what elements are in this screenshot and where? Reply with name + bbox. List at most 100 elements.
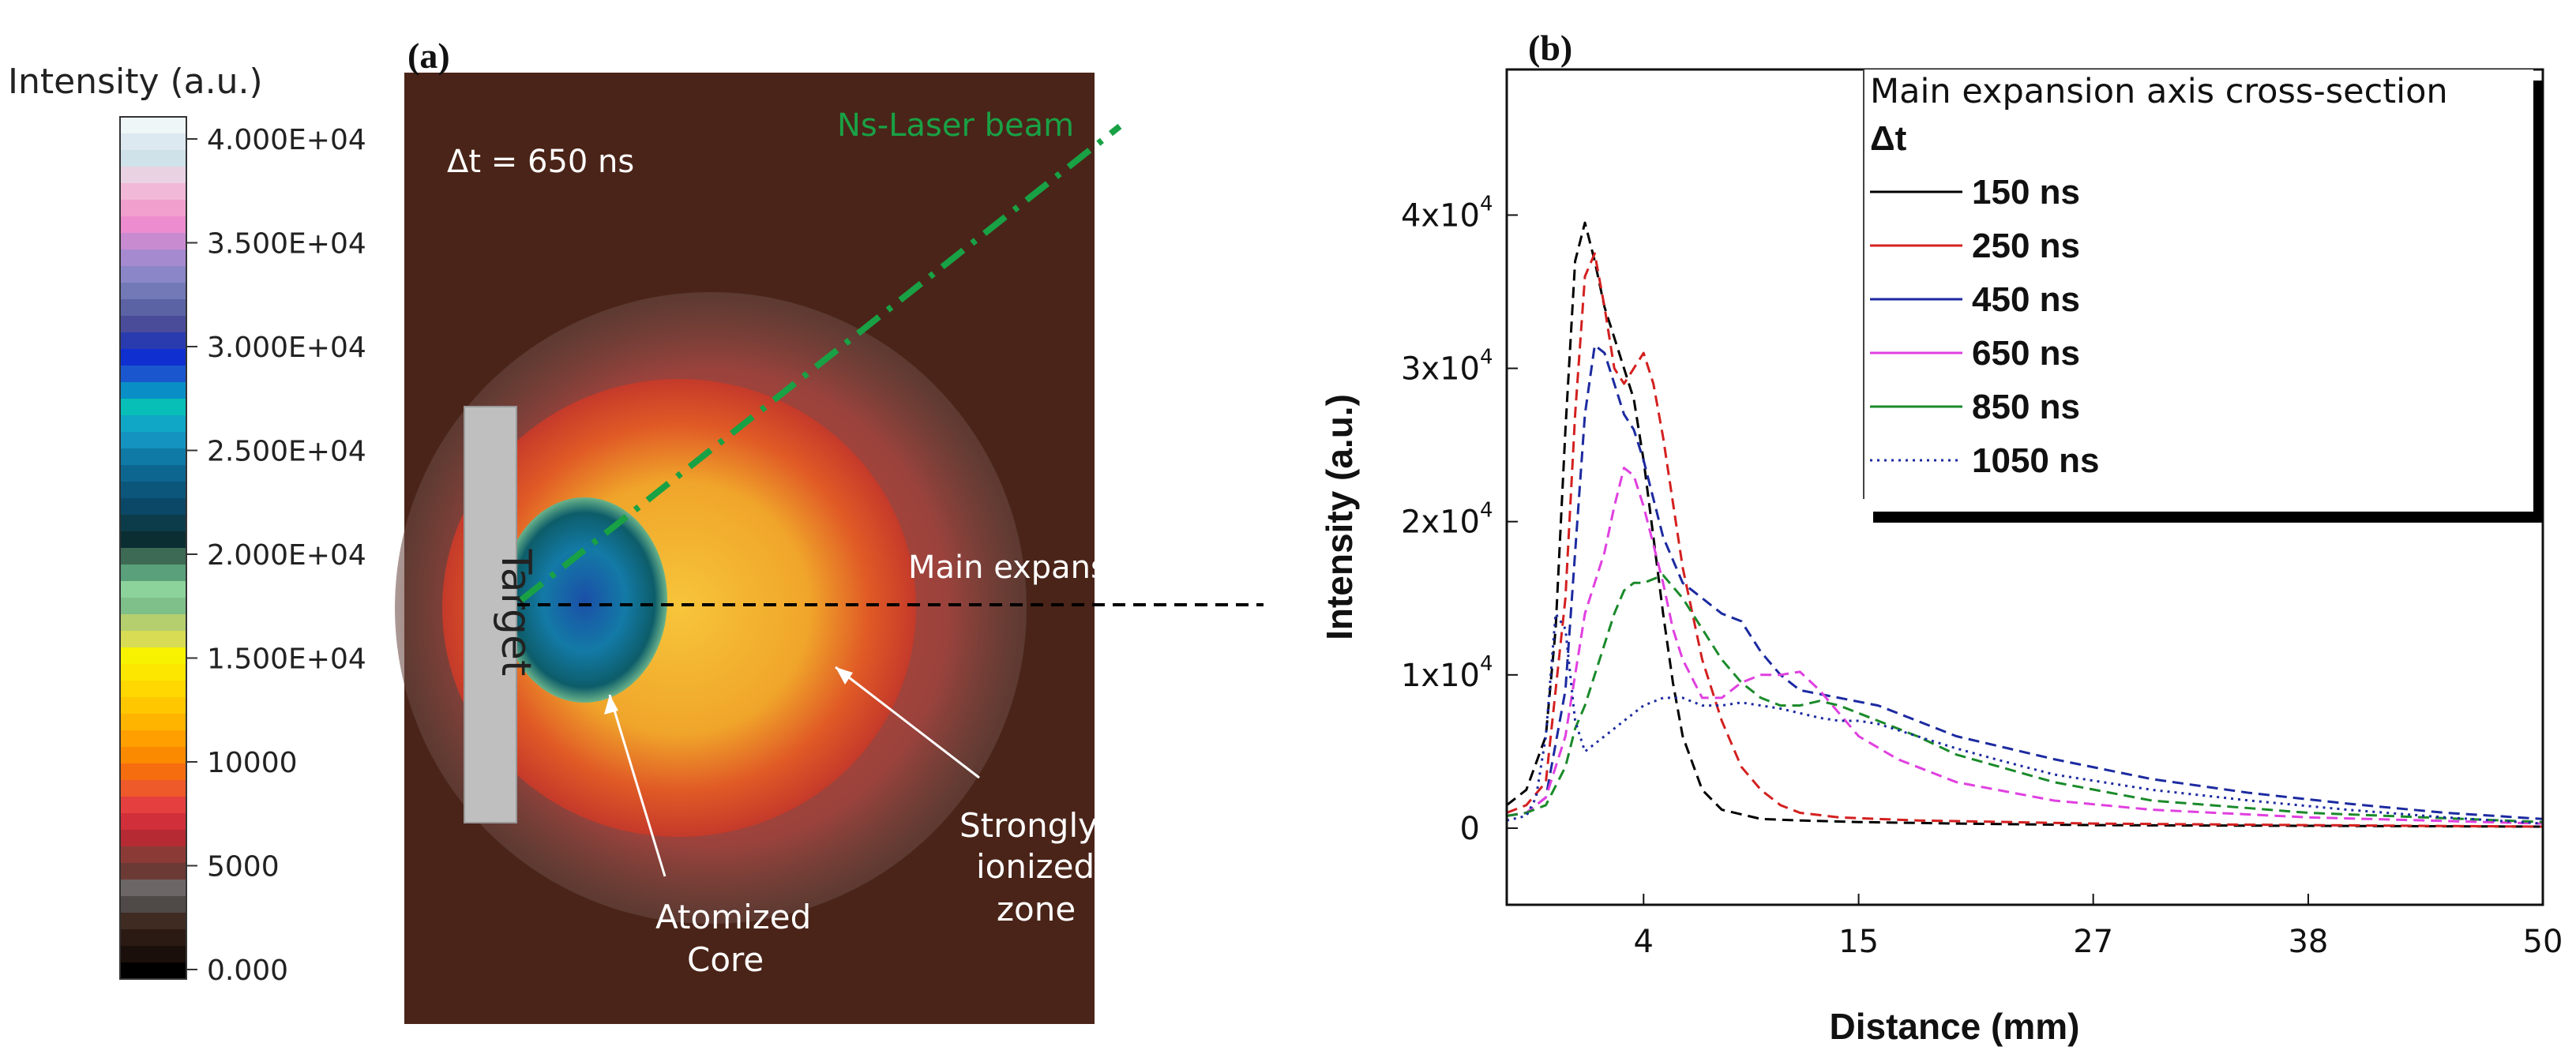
colorbar-swatch bbox=[120, 498, 186, 516]
legend-title: Main expansion axis cross-section bbox=[1870, 72, 2448, 111]
colorbar-swatch bbox=[120, 846, 186, 864]
colorbar-swatch bbox=[120, 962, 186, 980]
colorbar-swatch bbox=[120, 465, 186, 482]
series-line-850-ns bbox=[1506, 574, 2544, 823]
colorbar-swatch bbox=[120, 714, 186, 731]
colorbar-tick-label: 10000 bbox=[207, 747, 298, 779]
target-plate bbox=[464, 406, 517, 823]
legend-item-label: 150 ns bbox=[1972, 173, 2080, 212]
colorbar-swatch bbox=[120, 681, 186, 698]
colorbar-swatch bbox=[120, 730, 186, 748]
y-tick-label: 2x10 bbox=[1401, 504, 1480, 541]
colorbar-swatch bbox=[120, 366, 186, 383]
colorbar-swatch bbox=[120, 332, 186, 350]
zone-label-line1: Strongly bbox=[959, 806, 1098, 845]
colorbar-swatch bbox=[120, 448, 186, 466]
colorbar-swatch bbox=[120, 830, 186, 847]
ionized-zone bbox=[442, 379, 916, 837]
colorbar-swatch bbox=[120, 299, 186, 317]
series-line-650-ns bbox=[1506, 467, 2544, 825]
colorbar-swatch bbox=[120, 598, 186, 615]
x-axis-label: Distance (mm) bbox=[1830, 1006, 2080, 1047]
legend-item-label: 1050 ns bbox=[1972, 441, 2099, 480]
core-pointer-head bbox=[604, 695, 618, 715]
colorbar-swatch bbox=[120, 117, 186, 134]
colorbar-swatch bbox=[120, 266, 186, 283]
y-tick-exponent: 4 bbox=[1480, 346, 1493, 369]
colorbar-swatch bbox=[120, 747, 186, 764]
colorbar-ticks: 4.000E+04 3.500E+04 3.000E+04 2.500E+04 2.00… bbox=[186, 124, 366, 987]
x-tick-label: 15 bbox=[1838, 924, 1879, 960]
panel-b-chart: (b) Intensity (a.u.) Distance (mm) 0 1x10… bbox=[1319, 28, 2563, 1047]
series-line-250-ns bbox=[1506, 252, 2544, 828]
zone-pointer-head bbox=[836, 667, 853, 685]
expansion-axis-label: Main expansion axis bbox=[908, 550, 1229, 586]
colorbar-swatch bbox=[120, 531, 186, 549]
x-tick-label: 4 bbox=[1634, 924, 1654, 960]
core-label-line1: Atomized bbox=[655, 898, 811, 936]
colorbar-swatch bbox=[120, 399, 186, 416]
colorbar-swatch bbox=[120, 863, 186, 880]
colorbar-swatch bbox=[120, 880, 186, 897]
legend: Main expansion axis cross-section Δt 150… bbox=[1863, 69, 2543, 523]
colorbar-swatch bbox=[120, 316, 186, 333]
legend-item-label: 450 ns bbox=[1972, 280, 2080, 319]
colorbar-swatch bbox=[120, 183, 186, 201]
colorbar-swatch bbox=[120, 896, 186, 913]
colorbar-swatch bbox=[120, 415, 186, 433]
colorbar-swatch bbox=[120, 548, 186, 565]
x-tick-label: 38 bbox=[2288, 924, 2328, 960]
colorbar-swatch bbox=[120, 813, 186, 831]
colorbar-swatch bbox=[120, 482, 186, 499]
atomized-core bbox=[501, 497, 667, 703]
colorbar-swatch bbox=[120, 382, 186, 399]
y-tick-label: 1x10 bbox=[1401, 658, 1480, 694]
laser-beam-line bbox=[519, 123, 1122, 603]
target-label: Target bbox=[492, 549, 539, 677]
colorbar-tick-label: 5000 bbox=[207, 851, 280, 883]
colorbar-swatch bbox=[120, 133, 186, 151]
series-line-1050-ns bbox=[1506, 612, 2544, 825]
colorbar-frame bbox=[119, 116, 187, 980]
colorbar-swatch bbox=[120, 432, 186, 449]
y-axis-label: Intensity (a.u.) bbox=[1319, 394, 1360, 640]
colorbar-swatch bbox=[120, 167, 186, 184]
series-line-450-ns bbox=[1506, 343, 2544, 820]
colorbar-swatch bbox=[120, 515, 186, 532]
zone-label-line2: ionized bbox=[976, 847, 1095, 886]
y-tick-exponent: 4 bbox=[1480, 499, 1493, 523]
colorbar-tick-label: 0.000 bbox=[207, 955, 288, 987]
colorbar-swatch bbox=[120, 233, 186, 250]
legend-box bbox=[1864, 69, 2533, 512]
legend-item-label: 250 ns bbox=[1972, 227, 2080, 265]
colorbar-swatch bbox=[120, 216, 186, 234]
x-tick-label: 50 bbox=[2523, 924, 2563, 960]
colorbar-swatch bbox=[120, 150, 186, 167]
colorbar-swatch bbox=[120, 249, 186, 267]
x-tick-label: 27 bbox=[2073, 924, 2113, 960]
colorbar-swatch bbox=[120, 200, 186, 217]
zone-pointer-arrow bbox=[835, 666, 980, 779]
colorbar-swatch bbox=[120, 664, 186, 681]
colorbar-swatch bbox=[120, 797, 186, 814]
core-pointer-arrow bbox=[608, 694, 667, 877]
x-ticks: 4 15 27 38 50 bbox=[1634, 894, 2563, 960]
legend-item-label: 650 ns bbox=[1972, 334, 2080, 373]
laser-label: Ns-Laser beam bbox=[837, 107, 1074, 144]
colorbar-tick-label: 2.500E+04 bbox=[207, 436, 366, 468]
panel-a-label: (a) bbox=[407, 36, 450, 76]
colorbar-tick-label: 4.000E+04 bbox=[207, 124, 366, 156]
colorbar-swatch bbox=[120, 283, 186, 300]
colorbar-title: Intensity (a.u.) bbox=[8, 62, 263, 102]
colorbar-swatch bbox=[120, 631, 186, 648]
colorbar-swatch bbox=[120, 780, 186, 797]
zone-label-line3: zone bbox=[997, 890, 1076, 928]
colorbar-tick-label: 3.000E+04 bbox=[207, 332, 366, 364]
colorbar-swatch bbox=[120, 913, 186, 930]
colorbar-swatch bbox=[120, 565, 186, 582]
legend-delta-t: Δt bbox=[1870, 119, 1907, 158]
series-lines bbox=[1506, 221, 2544, 828]
colorbar-swatch bbox=[120, 697, 186, 715]
y-tick-label: 3x10 bbox=[1401, 351, 1480, 388]
